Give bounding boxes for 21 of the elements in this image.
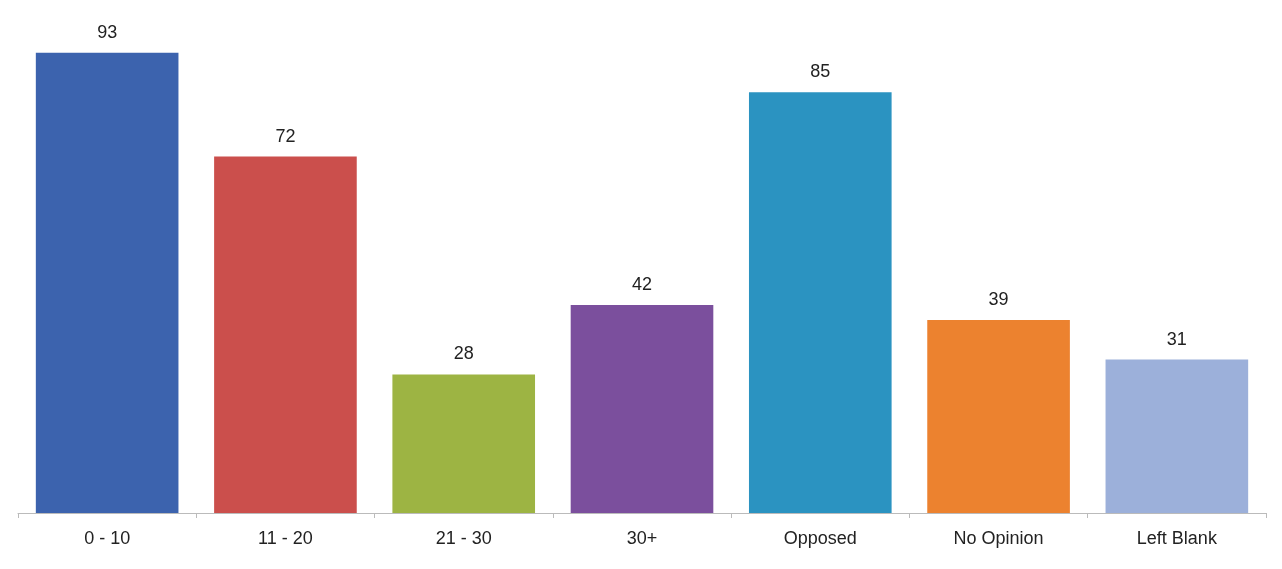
- data-label: 31: [1166, 328, 1187, 349]
- bar: [392, 374, 536, 513]
- data-label: 85: [810, 61, 831, 82]
- data-label: 93: [97, 21, 118, 42]
- bar: [214, 156, 357, 513]
- x-tick-label: 30+: [626, 528, 658, 548]
- data-label: 39: [988, 288, 1009, 309]
- x-tick-label: 0 - 10: [84, 528, 131, 548]
- bar: [570, 305, 714, 513]
- data-label: 72: [275, 125, 296, 146]
- bar: [35, 52, 179, 513]
- x-tick-label: Left Blank: [1136, 528, 1218, 548]
- x-tick-label: No Opinion: [953, 528, 1044, 548]
- bar: [927, 319, 1070, 513]
- bar: [1105, 359, 1249, 513]
- x-tick-label: Opposed: [783, 528, 857, 548]
- x-tick-label: 11 - 20: [258, 528, 313, 548]
- data-label: 42: [631, 274, 653, 295]
- bar: [748, 92, 892, 513]
- data-label: 28: [453, 343, 474, 364]
- x-tick-label: 21 - 30: [435, 528, 492, 548]
